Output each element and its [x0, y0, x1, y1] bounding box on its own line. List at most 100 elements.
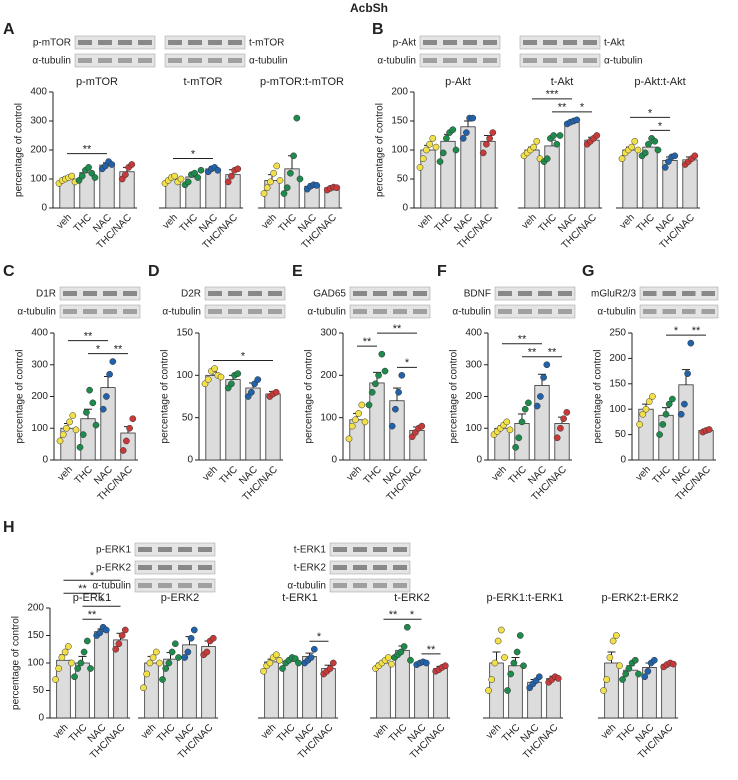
blot-band: [701, 309, 715, 314]
data-point: [260, 190, 268, 197]
data-point: [89, 399, 97, 407]
blot-band: [563, 58, 577, 63]
blot-band: [208, 309, 222, 314]
data-point: [488, 676, 496, 683]
data-point: [649, 393, 656, 400]
blot-band: [138, 58, 152, 63]
data-point: [80, 648, 88, 656]
blot-strip: [639, 304, 719, 319]
data-point: [254, 376, 262, 383]
data-point: [515, 434, 523, 442]
data-point: [287, 169, 294, 177]
data-point: [388, 660, 395, 668]
data-point: [661, 164, 669, 171]
significance-label: *: [191, 148, 196, 160]
data-point: [368, 388, 376, 396]
data-point: [423, 146, 430, 154]
x-tick-label: veh: [490, 464, 509, 483]
blot-band: [208, 40, 222, 45]
data-point: [543, 361, 551, 369]
data-point: [537, 393, 544, 400]
bar: [94, 631, 109, 719]
bar: [698, 430, 714, 461]
chart-title: p-ERK2: [161, 592, 200, 604]
data-point: [119, 447, 127, 454]
blot-band: [228, 40, 242, 45]
data-point: [83, 409, 90, 416]
data-point: [494, 637, 502, 645]
blot-band: [423, 58, 437, 63]
blot-band: [483, 58, 497, 63]
data-point: [533, 137, 541, 145]
data-point: [85, 164, 92, 171]
x-tick-label: THC: [500, 722, 522, 744]
y-tick-label: 400: [31, 328, 48, 339]
blot-strip: [349, 286, 431, 301]
bar: [584, 139, 600, 209]
data-point: [187, 634, 195, 642]
blot-band: [198, 547, 212, 552]
blot-band: [393, 583, 407, 588]
data-point: [96, 629, 104, 637]
significance-label: **: [78, 583, 87, 595]
data-point: [87, 665, 94, 672]
blot-band: [248, 309, 262, 314]
y-tick-label: 100: [465, 423, 482, 434]
significance-label: *: [405, 357, 410, 369]
data-point: [645, 398, 653, 405]
data-point: [128, 161, 136, 168]
data-point: [525, 399, 532, 407]
blot-label: t-ERK2: [294, 563, 327, 574]
y-tick-label: 0: [402, 203, 408, 214]
y-axis-label: percentage of control: [375, 103, 386, 197]
bar: [225, 379, 241, 461]
x-tick-label: THC: [155, 722, 177, 744]
panel-letter: B: [372, 21, 384, 38]
y-tick-label: 0: [42, 455, 48, 466]
blot-band: [158, 547, 172, 552]
blot-strip: [134, 560, 216, 575]
data-point: [419, 155, 427, 163]
blot-band: [268, 309, 282, 314]
data-point: [52, 676, 59, 683]
blot-label: α-tubulin: [92, 581, 131, 592]
blot-band: [228, 291, 242, 296]
data-point: [55, 665, 63, 672]
data-point: [625, 665, 633, 672]
bar: [205, 374, 221, 461]
data-point: [143, 670, 151, 678]
data-point: [280, 190, 288, 197]
data-point: [429, 135, 437, 142]
significance-label: **: [393, 323, 402, 335]
blot-label: α-tubulin: [307, 307, 346, 318]
bar: [661, 664, 676, 719]
data-point: [260, 667, 267, 675]
blot-band: [63, 291, 77, 296]
data-point: [102, 626, 110, 634]
y-tick-label: 100: [609, 404, 626, 415]
bar: [265, 393, 281, 461]
data-point: [165, 659, 173, 667]
data-point: [140, 684, 147, 692]
blot-strip: [349, 304, 431, 319]
data-point: [175, 654, 182, 661]
data-point: [378, 350, 386, 358]
significance-label: **: [83, 144, 92, 156]
x-tick-label: veh: [416, 212, 435, 231]
blot-band: [188, 40, 202, 45]
data-point: [479, 149, 487, 157]
chart-title: t-ERK2: [394, 592, 429, 604]
data-point: [400, 643, 408, 650]
y-tick-label: 0: [476, 455, 482, 466]
significance-label: *: [410, 609, 415, 621]
blot-band: [373, 583, 387, 588]
chart-title: p-ERK1: [73, 592, 112, 604]
data-point: [533, 402, 541, 410]
data-point: [74, 665, 82, 672]
data-point: [489, 129, 497, 136]
x-tick-label: veh: [260, 212, 279, 231]
data-point: [68, 172, 76, 180]
data-point: [644, 667, 652, 675]
data-point: [270, 169, 277, 177]
